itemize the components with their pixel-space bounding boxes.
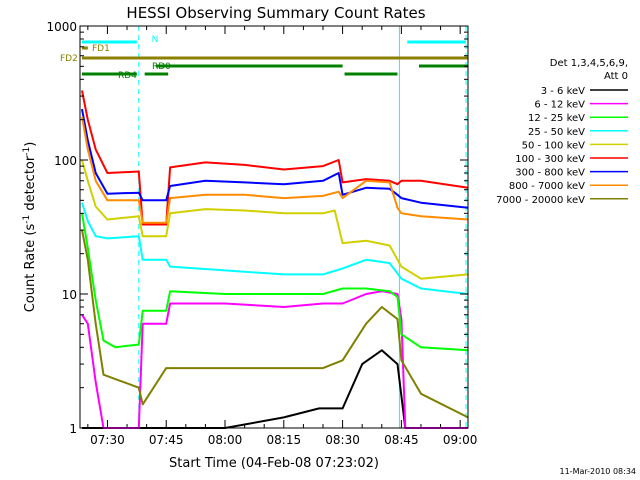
legend-label-0: 3 - 6 keV [541,86,585,97]
x-tick-label-6: 09:00 [443,433,478,447]
legend-header-1: Att 0 [604,71,628,82]
y-axis-label: Count Rate (s-1 detector-1) [22,142,38,313]
y-tick-label-3: 1000 [46,20,77,34]
series-line-4 [81,159,469,280]
legend-label-1: 6 - 12 keV [534,100,585,111]
legend-header-0: Det 1,3,4,5,6,9, [550,58,628,69]
y-tick-label-0: 1 [69,422,77,436]
series-line-6 [81,108,469,209]
legend-label-3: 25 - 50 keV [528,127,585,138]
series-line-2 [81,213,469,352]
flag-label-4: RD0 [152,62,171,72]
x-tick-label-2: 08:00 [208,433,243,447]
legend-label-2: 12 - 25 keV [528,113,585,124]
x-tick-label-3: 08:15 [267,433,302,447]
reference-lines [138,26,467,428]
legend-label-4: 50 - 100 keV [522,140,586,151]
legend-label-8: 7000 - 20000 keV [496,195,585,206]
render-timestamp: 11-Mar-2010 08:34 [560,467,637,476]
series-layer [81,90,469,429]
chart-title: HESSI Observing Summary Count Rates [126,4,425,22]
series-line-3 [81,202,469,295]
y-tick-label-2: 100 [54,154,77,168]
x-axis-label: Start Time (04-Feb-08 07:23:02) [169,456,379,471]
series-line-5 [81,90,469,226]
flag-label-1: N [152,35,159,45]
flag-label-2: FD1 [92,44,110,54]
series-line-8 [81,229,469,419]
x-tick-label-4: 08:30 [325,433,360,447]
legend-label-7: 800 - 7000 keV [509,181,585,192]
flag-label-3: FD2 [60,54,78,64]
legend-label-6: 300 - 800 keV [515,168,585,179]
legend-label-5: 100 - 300 keV [515,154,585,165]
legend: Det 1,3,4,5,6,9, Att 0 3 - 6 keV 6 - 12 keV… [496,58,628,206]
flag-bars: N FD1 FD2 RD0 RD4 [60,35,468,81]
axes: 1 10 100 1000 07:30 07:45 08:00 08:15 08:30 08:45… [46,20,477,447]
series-line-7 [81,116,469,224]
y-tick-label-1: 10 [62,288,77,302]
x-tick-label-1: 07:45 [149,433,184,447]
plot-frame [79,25,469,429]
x-tick-label-0: 07:30 [90,433,125,447]
flag-label-5: RD4 [118,71,137,81]
x-tick-label-5: 08:45 [384,433,419,447]
